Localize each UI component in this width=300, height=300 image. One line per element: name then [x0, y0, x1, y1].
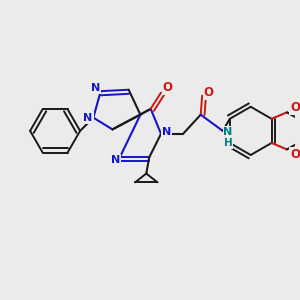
Text: N: N — [162, 128, 172, 137]
Text: O: O — [290, 100, 300, 114]
Text: O: O — [290, 148, 300, 161]
Text: N: N — [224, 128, 233, 137]
Text: N: N — [83, 112, 93, 123]
Text: N: N — [111, 155, 120, 165]
Text: O: O — [163, 81, 172, 94]
Text: N: N — [91, 82, 100, 93]
Text: H: H — [224, 138, 233, 148]
Text: O: O — [204, 85, 214, 99]
